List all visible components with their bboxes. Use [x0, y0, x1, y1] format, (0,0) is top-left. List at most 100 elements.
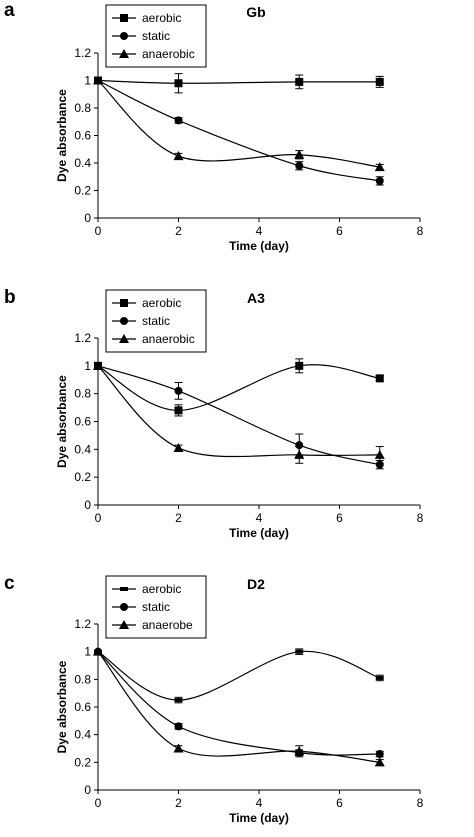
series-anaerobic	[93, 75, 385, 172]
legend-marker-anaerobe	[119, 620, 129, 629]
x-axis-label: Time (day)	[229, 526, 289, 540]
x-tick-label: 2	[175, 224, 182, 238]
series-aerobic	[94, 358, 384, 417]
series-line-aerobic	[97, 650, 380, 701]
data-point-anaerobe	[294, 746, 305, 756]
x-tick-label: 6	[336, 796, 343, 810]
x-tick-label: 6	[336, 511, 343, 525]
data-point-aerobic	[174, 406, 183, 415]
data-point-static	[295, 441, 304, 450]
y-tick-label: 1.2	[74, 46, 91, 60]
data-point-anaerobic	[93, 360, 103, 370]
legend: aerobic static anaerobe	[105, 575, 207, 639]
y-tick-label: 0	[84, 498, 91, 512]
y-tick-label: 1	[84, 645, 91, 659]
chart-panel-a: a Gb 0 0.2 0.4 0.6 0.8 1 1.2 0 2 4 6 8 Time (day) Dye a…	[4, 0, 424, 253]
data-point-static	[295, 161, 304, 170]
series-line-anaerobic	[97, 80, 380, 168]
data-point-aerobic	[295, 649, 304, 654]
data-point-anaerobic	[294, 449, 305, 459]
legend-marker-aerobic	[120, 299, 128, 307]
legend-marker-anaerobic	[119, 49, 129, 58]
data-point-static	[174, 116, 183, 125]
y-tick-label: 0.8	[74, 101, 91, 115]
data-point-anaerobic	[173, 442, 184, 452]
data-point-static	[375, 750, 384, 759]
series-static	[94, 76, 384, 186]
x-axis-label: Time (day)	[229, 239, 289, 253]
x-tick-label: 4	[256, 796, 263, 810]
x-tick-label: 8	[417, 224, 424, 238]
legend-marker-aerobic	[120, 587, 128, 591]
data-point-aerobic	[174, 698, 183, 703]
legend-marker-aerobic	[120, 14, 128, 22]
x-tick-label: 4	[256, 224, 263, 238]
legend: aerobic static anaerobic	[105, 289, 207, 353]
series-line-aerobic	[97, 364, 380, 411]
y-tick-label: 0.4	[74, 156, 91, 170]
data-point-anaerobic	[294, 149, 305, 159]
legend-label: anaerobic	[142, 332, 195, 346]
y-axis-label: Dye absorbance	[55, 89, 69, 182]
x-tick-label: 2	[175, 511, 182, 525]
x-axis-label: Time (day)	[229, 811, 289, 825]
y-axis-label: Dye absorbance	[55, 375, 69, 468]
y-tick-label: 0.2	[74, 184, 91, 198]
legend: aerobic static anaerobic	[105, 4, 207, 68]
legend-label: anaerobe	[142, 618, 193, 632]
data-point-anaerobic	[374, 449, 385, 459]
series-anaerobic	[93, 360, 385, 464]
series-line-static	[97, 365, 380, 466]
y-tick-label: 1	[84, 359, 91, 373]
data-point-aerobic	[295, 361, 304, 370]
panel-letter: a	[4, 0, 15, 21]
series-static	[94, 361, 384, 470]
legend-marker-static	[120, 317, 128, 325]
chart-title: Gb	[246, 4, 265, 20]
chart-title: D2	[247, 576, 265, 592]
y-tick-label: 1.2	[74, 331, 91, 345]
data-point-anaerobic	[93, 75, 103, 85]
legend-label: static	[142, 314, 170, 328]
panel-letter: b	[4, 287, 16, 308]
legend-label: static	[142, 600, 170, 614]
series-anaerobe	[93, 646, 385, 767]
y-tick-label: 1.2	[74, 617, 91, 631]
legend-label: anaerobic	[142, 47, 195, 61]
x-tick-label: 4	[256, 511, 263, 525]
legend-label: aerobic	[142, 11, 181, 25]
data-point-anaerobic	[374, 162, 385, 172]
series-aerobic	[94, 73, 384, 94]
series-line-static	[97, 79, 380, 182]
y-tick-label: 0.4	[74, 442, 91, 456]
panel-letter: c	[4, 573, 15, 594]
data-point-static	[375, 460, 384, 469]
data-point-anaerobic	[173, 151, 184, 161]
legend-label: aerobic	[142, 296, 181, 310]
series-line-static	[97, 651, 380, 756]
y-tick-label: 0.6	[74, 700, 91, 714]
chart-panel-c: c D2 0 0.2 0.4 0.6 0.8 1 1.2 0 2 4 6 8 Time (day) Dye a…	[4, 573, 424, 825]
y-tick-label: 0.4	[74, 728, 91, 742]
y-axis-label: Dye absorbance	[55, 660, 69, 753]
y-tick-label: 0.2	[74, 470, 91, 484]
series-line-anaerobic	[97, 365, 380, 458]
data-point-static	[375, 176, 384, 185]
x-tick-label: 6	[336, 224, 343, 238]
y-tick-label: 0	[84, 783, 91, 797]
legend-label: static	[142, 29, 170, 43]
y-tick-label: 0.8	[74, 387, 91, 401]
y-tick-label: 0	[84, 211, 91, 225]
x-tick-label: 8	[417, 511, 424, 525]
data-point-aerobic	[375, 77, 384, 86]
y-tick-label: 0.6	[74, 129, 91, 143]
legend-marker-anaerobic	[119, 334, 129, 343]
data-point-anaerobe	[374, 757, 385, 767]
y-tick-label: 0.8	[74, 672, 91, 686]
data-point-aerobic	[174, 79, 183, 88]
legend-label: aerobic	[142, 582, 181, 596]
y-tick-label: 0.6	[74, 415, 91, 429]
series-line-anaerobe	[97, 651, 380, 763]
y-tick-label: 1	[84, 74, 91, 88]
legend-marker-static	[120, 32, 128, 40]
